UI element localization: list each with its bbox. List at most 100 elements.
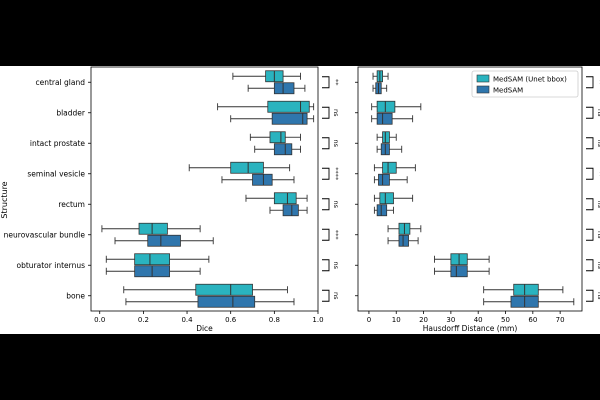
hausdorff-panel: 0 10 20 30 40 50 60 70 Hausdorff Distance (mm) **… [355, 66, 600, 333]
hausdorff-axes-frame [357, 66, 583, 312]
significance-label: ns [596, 200, 600, 208]
hausdorff-box-medsam-unet [371, 100, 422, 113]
dice-box-medsam-unet [232, 70, 301, 83]
legend: MedSAM (Unet bbox) MedSAM [471, 70, 579, 98]
iqr-box [230, 161, 264, 174]
hausdorff-box-medsam [371, 112, 414, 125]
dice-x-tick-label: 0.8 [269, 316, 280, 324]
hausdorff-box-medsam [373, 173, 408, 186]
legend-swatch [476, 74, 490, 83]
iqr-box [513, 283, 539, 296]
hausdorff-x-tick-label: 10 [392, 316, 401, 324]
iqr-box [382, 161, 397, 174]
dice-x-axis-label: Dice [196, 324, 213, 333]
dice-box-medsam-unet [123, 283, 288, 296]
significance-label: ** [596, 171, 600, 178]
significance-label: ** [332, 79, 340, 86]
category-label: central gland [35, 78, 85, 87]
iqr-box [273, 82, 295, 95]
iqr-box [376, 100, 396, 113]
hausdorff-box-medsam [372, 82, 388, 95]
hausdorff-box-medsam-unet [372, 70, 389, 83]
iqr-box [376, 112, 393, 125]
significance-label: *** [332, 230, 340, 241]
hausdorff-box-medsam [483, 295, 575, 308]
hausdorff-x-tick-label: 70 [556, 316, 565, 324]
category-label: bladder [56, 108, 86, 117]
significance-bracket [322, 228, 330, 241]
dice-box-medsam [105, 265, 201, 278]
significance-bracket [586, 228, 594, 241]
significance-bracket [586, 198, 594, 211]
iqr-box [138, 222, 168, 235]
hausdorff-box-medsam [387, 234, 419, 247]
iqr-box [147, 234, 181, 247]
significance-label: ns [596, 292, 600, 300]
significance-bracket [586, 137, 594, 150]
significance-label: ns [596, 139, 600, 147]
significance-label: ns [596, 231, 600, 239]
legend-label: MedSAM (Unet bbox) [493, 76, 567, 84]
significance-bracket [322, 198, 330, 211]
hausdorff-box-medsam-unet [387, 222, 422, 235]
significance-bracket [586, 106, 594, 119]
category-label: obturator internus [17, 261, 86, 270]
dice-box-medsam-unet [217, 100, 315, 113]
hausdorff-box-medsam-unet [376, 131, 397, 144]
significance-label: ns [332, 139, 340, 147]
dice-box-medsam-unet [105, 253, 210, 266]
hausdorff-x-tick-label: 20 [419, 316, 428, 324]
y-axis-label: Structure [0, 181, 9, 218]
dice-box-medsam-unet [101, 222, 201, 235]
iqr-box [269, 131, 286, 144]
significance-bracket [322, 106, 330, 119]
hausdorff-x-tick-label: 40 [474, 316, 483, 324]
dice-box-medsam [230, 112, 315, 125]
category-label: bone [66, 291, 85, 300]
hausdorff-box-medsam-unet [434, 253, 490, 266]
legend-frame [471, 70, 579, 98]
iqr-box [378, 173, 390, 186]
significance-bracket [322, 289, 330, 302]
iqr-box [282, 204, 299, 217]
significance-label: **** [332, 167, 340, 181]
dice-box-medsam [247, 82, 306, 95]
hausdorff-box-medsam-unet [373, 192, 414, 205]
significance-label: ** [596, 79, 600, 86]
significance-bracket [586, 76, 594, 89]
iqr-box [273, 143, 293, 156]
iqr-box [271, 112, 308, 125]
significance-bracket [322, 167, 330, 180]
significance-label: ns [332, 292, 340, 300]
dice-x-tick-label: 0.6 [225, 316, 237, 324]
dice-box-medsam-unet [249, 131, 301, 144]
hausdorff-box-medsam [434, 265, 490, 278]
iqr-box [398, 234, 409, 247]
iqr-box [273, 192, 297, 205]
legend-label: MedSAM [493, 87, 523, 95]
hausdorff-x-tick-label: 30 [446, 316, 455, 324]
significance-label: ns [596, 109, 600, 117]
hausdorff-box-medsam-unet [483, 283, 564, 296]
iqr-box [267, 100, 310, 113]
dice-box-medsam [125, 295, 295, 308]
dice-x-tick-label: 0.0 [94, 316, 105, 324]
category-label: intact prostate [30, 139, 85, 148]
dice-box-medsam-unet [188, 161, 291, 174]
hausdorff-box-medsam [376, 143, 403, 156]
iqr-box [376, 204, 388, 217]
dice-box-medsam [254, 143, 301, 156]
hausdorff-x-tick-label: 0 [367, 316, 371, 324]
category-label: rectum [58, 200, 85, 209]
iqr-box [195, 283, 253, 296]
hausdorff-x-tick-label: 50 [501, 316, 510, 324]
dice-box-medsam-unet [245, 192, 308, 205]
legend-swatch [476, 85, 490, 94]
iqr-box [450, 265, 468, 278]
significance-bracket [586, 167, 594, 180]
dice-box-medsam [269, 204, 308, 217]
iqr-box [252, 173, 273, 186]
dice-axes-frame [90, 66, 319, 312]
